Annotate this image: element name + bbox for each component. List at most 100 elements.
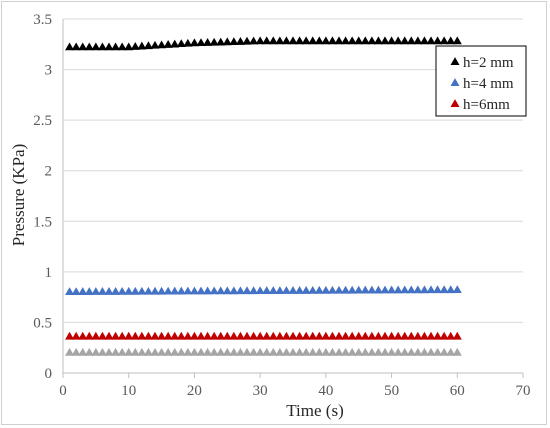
axes	[62, 19, 524, 378]
data-point	[400, 347, 410, 356]
data-point	[341, 36, 351, 45]
data-series	[65, 36, 462, 356]
data-point	[400, 285, 410, 294]
data-point	[452, 331, 462, 340]
data-point	[295, 347, 305, 356]
data-point	[117, 331, 127, 340]
data-point	[400, 36, 410, 45]
data-point	[196, 38, 206, 47]
y-tick-labels: 0 0.5 1 1.5 2 2.5 3 3.5	[33, 12, 52, 382]
data-point	[446, 285, 456, 294]
data-point	[104, 42, 114, 51]
y-tick-label: 0.5	[33, 315, 52, 331]
data-point	[262, 36, 272, 45]
data-point	[393, 331, 403, 340]
data-point	[189, 286, 199, 295]
data-point	[137, 347, 147, 356]
data-point	[301, 36, 311, 45]
data-point	[97, 331, 107, 340]
data-point	[111, 347, 121, 356]
data-point	[321, 331, 331, 340]
data-point	[150, 40, 160, 49]
data-point	[65, 331, 75, 340]
data-point	[281, 286, 291, 294]
data-point	[189, 347, 199, 356]
legend: h=2 mm h=4 mm h=6mm	[435, 45, 527, 117]
data-point	[229, 37, 239, 46]
data-point	[71, 347, 81, 356]
legend-label: h=2 mm	[463, 55, 514, 71]
data-point	[117, 286, 127, 295]
series-3	[65, 331, 462, 340]
data-point	[216, 347, 226, 356]
data-point	[183, 286, 193, 295]
data-point	[249, 347, 259, 356]
data-point	[301, 347, 311, 356]
data-point	[380, 36, 390, 45]
data-point	[143, 331, 153, 340]
data-point	[295, 286, 305, 294]
data-point	[229, 347, 239, 356]
data-point	[150, 347, 160, 356]
data-point	[439, 347, 449, 356]
data-point	[413, 285, 423, 294]
data-point	[124, 347, 134, 356]
data-point	[321, 347, 331, 356]
x-tick-label: 30	[253, 383, 268, 399]
data-point	[288, 36, 298, 45]
data-point	[222, 347, 232, 356]
data-point	[91, 331, 101, 340]
y-axis-title: Pressure (KPa)	[9, 144, 28, 246]
data-point	[268, 347, 278, 356]
data-point	[341, 347, 351, 356]
data-point	[321, 36, 331, 45]
data-point	[426, 285, 436, 294]
data-point	[97, 347, 107, 356]
data-point	[301, 331, 311, 340]
x-tick-label: 40	[318, 383, 333, 399]
data-point	[367, 331, 377, 340]
data-point	[111, 331, 121, 340]
data-point	[137, 331, 147, 340]
data-point	[84, 287, 94, 295]
data-point	[419, 285, 429, 294]
data-point	[65, 42, 75, 51]
data-point	[308, 285, 318, 294]
data-point	[341, 331, 351, 340]
data-point	[380, 331, 390, 340]
data-point	[170, 347, 180, 356]
data-point	[78, 42, 88, 51]
data-point	[406, 347, 416, 356]
data-point	[295, 331, 305, 340]
data-point	[242, 36, 252, 45]
series-2	[65, 285, 462, 296]
data-point	[354, 347, 364, 356]
data-point	[373, 36, 383, 45]
data-point	[157, 286, 167, 295]
data-point	[104, 331, 114, 340]
data-point	[124, 286, 134, 295]
data-point	[78, 347, 88, 356]
data-point	[281, 347, 291, 356]
data-point	[65, 287, 75, 296]
data-point	[222, 286, 232, 295]
data-point	[406, 331, 416, 340]
data-point	[321, 285, 331, 294]
data-point	[71, 42, 81, 51]
data-point	[367, 347, 377, 356]
data-point	[84, 42, 94, 51]
data-point	[433, 36, 443, 45]
data-point	[242, 286, 252, 295]
data-point	[196, 347, 206, 356]
data-point	[262, 331, 272, 340]
data-point	[163, 347, 173, 356]
y-tick-label: 3	[45, 63, 53, 79]
data-point	[393, 36, 403, 45]
data-point	[91, 42, 101, 51]
data-point	[209, 347, 219, 356]
data-point	[367, 285, 377, 294]
data-point	[439, 331, 449, 340]
data-point	[150, 331, 160, 340]
data-point	[334, 331, 344, 340]
data-point	[426, 347, 436, 356]
